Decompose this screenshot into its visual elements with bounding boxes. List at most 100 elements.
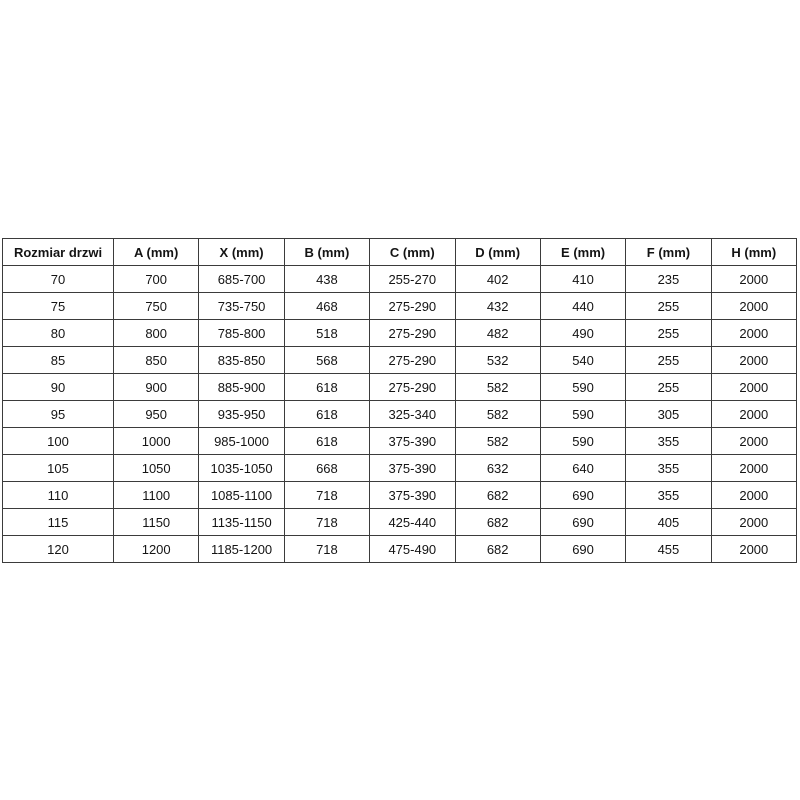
table-cell: 900 [112,373,200,401]
table-cell: 2000 [710,373,798,401]
table-cell: 432 [454,292,541,320]
table-row: 120 1200 1185-1200 718 475-490 682 690 4… [2,535,798,563]
door-dimensions-table: Rozmiar drzwi A (mm) X (mm) B (mm) C (mm… [2,238,798,563]
column-header-b: B (mm) [283,238,371,266]
table-cell: 590 [539,400,627,428]
table-cell: 275-290 [369,373,456,401]
table-cell: 590 [539,427,627,455]
table-cell: 682 [454,481,541,509]
table-cell: 275-290 [369,319,456,347]
table-cell: 468 [283,292,371,320]
table-cell: 355 [625,454,712,482]
table-cell: 568 [283,346,371,374]
table-cell: 632 [454,454,541,482]
table-cell: 85 [2,346,114,374]
table-cell: 2000 [710,346,798,374]
table-cell: 690 [539,535,627,563]
column-header-x: X (mm) [198,238,285,266]
table-cell: 950 [112,400,200,428]
table-cell: 2000 [710,481,798,509]
table-row: 90 900 885-900 618 275-290 582 590 255 2… [2,373,798,401]
table-cell: 255 [625,319,712,347]
table-cell: 402 [454,265,541,293]
table-cell: 425-440 [369,508,456,536]
table-cell: 490 [539,319,627,347]
column-header-d: D (mm) [454,238,541,266]
table-cell: 2000 [710,400,798,428]
table-row: 75 750 735-750 468 275-290 432 440 255 2… [2,292,798,320]
table-cell: 885-900 [198,373,285,401]
table-cell: 2000 [710,427,798,455]
table-cell: 935-950 [198,400,285,428]
column-header-e: E (mm) [539,238,627,266]
table-cell: 685-700 [198,265,285,293]
table-cell: 618 [283,400,371,428]
table-row: 70 700 685-700 438 255-270 402 410 235 2… [2,265,798,293]
table-cell: 305 [625,400,712,428]
table-cell: 532 [454,346,541,374]
table-cell: 100 [2,427,114,455]
table-cell: 2000 [710,535,798,563]
table-cell: 70 [2,265,114,293]
table-cell: 325-340 [369,400,456,428]
table-cell: 1050 [112,454,200,482]
column-header-f: F (mm) [625,238,712,266]
table-cell: 455 [625,535,712,563]
table-cell: 618 [283,427,371,455]
table-cell: 375-390 [369,454,456,482]
table-cell: 375-390 [369,481,456,509]
table-cell: 1200 [112,535,200,563]
table-cell: 985-1000 [198,427,285,455]
table-cell: 835-850 [198,346,285,374]
table-cell: 850 [112,346,200,374]
table-cell: 618 [283,373,371,401]
table-cell: 438 [283,265,371,293]
table-cell: 735-750 [198,292,285,320]
column-header-h: H (mm) [710,238,798,266]
table-cell: 1100 [112,481,200,509]
table-cell: 2000 [710,508,798,536]
table-cell: 255-270 [369,265,456,293]
table-cell: 75 [2,292,114,320]
table-row: 110 1100 1085-1100 718 375-390 682 690 3… [2,481,798,509]
table-cell: 1135-1150 [198,508,285,536]
table-cell: 110 [2,481,114,509]
table-cell: 255 [625,346,712,374]
table-cell: 1150 [112,508,200,536]
table-cell: 682 [454,535,541,563]
table-cell: 582 [454,427,541,455]
table-cell: 115 [2,508,114,536]
column-header-a: A (mm) [112,238,200,266]
table-cell: 1185-1200 [198,535,285,563]
table-cell: 700 [112,265,200,293]
table-cell: 1000 [112,427,200,455]
table-cell: 718 [283,535,371,563]
table-cell: 355 [625,481,712,509]
table-cell: 255 [625,292,712,320]
table-cell: 120 [2,535,114,563]
table-cell: 80 [2,319,114,347]
table-cell: 582 [454,400,541,428]
table-cell: 405 [625,508,712,536]
table-row: 95 950 935-950 618 325-340 582 590 305 2… [2,400,798,428]
table-cell: 690 [539,508,627,536]
table-row: 100 1000 985-1000 618 375-390 582 590 35… [2,427,798,455]
table-cell: 1085-1100 [198,481,285,509]
table-cell: 1035-1050 [198,454,285,482]
table-cell: 475-490 [369,535,456,563]
table-cell: 582 [454,373,541,401]
table-cell: 235 [625,265,712,293]
table-cell: 355 [625,427,712,455]
table-cell: 785-800 [198,319,285,347]
table-cell: 275-290 [369,346,456,374]
table-cell: 718 [283,508,371,536]
column-header-rozmiar-drzwi: Rozmiar drzwi [2,238,114,266]
table-cell: 518 [283,319,371,347]
table-cell: 2000 [710,265,798,293]
table-cell: 682 [454,508,541,536]
table-row: 85 850 835-850 568 275-290 532 540 255 2… [2,346,798,374]
table-header-row: Rozmiar drzwi A (mm) X (mm) B (mm) C (mm… [2,238,798,266]
table-cell: 590 [539,373,627,401]
table-cell: 255 [625,373,712,401]
